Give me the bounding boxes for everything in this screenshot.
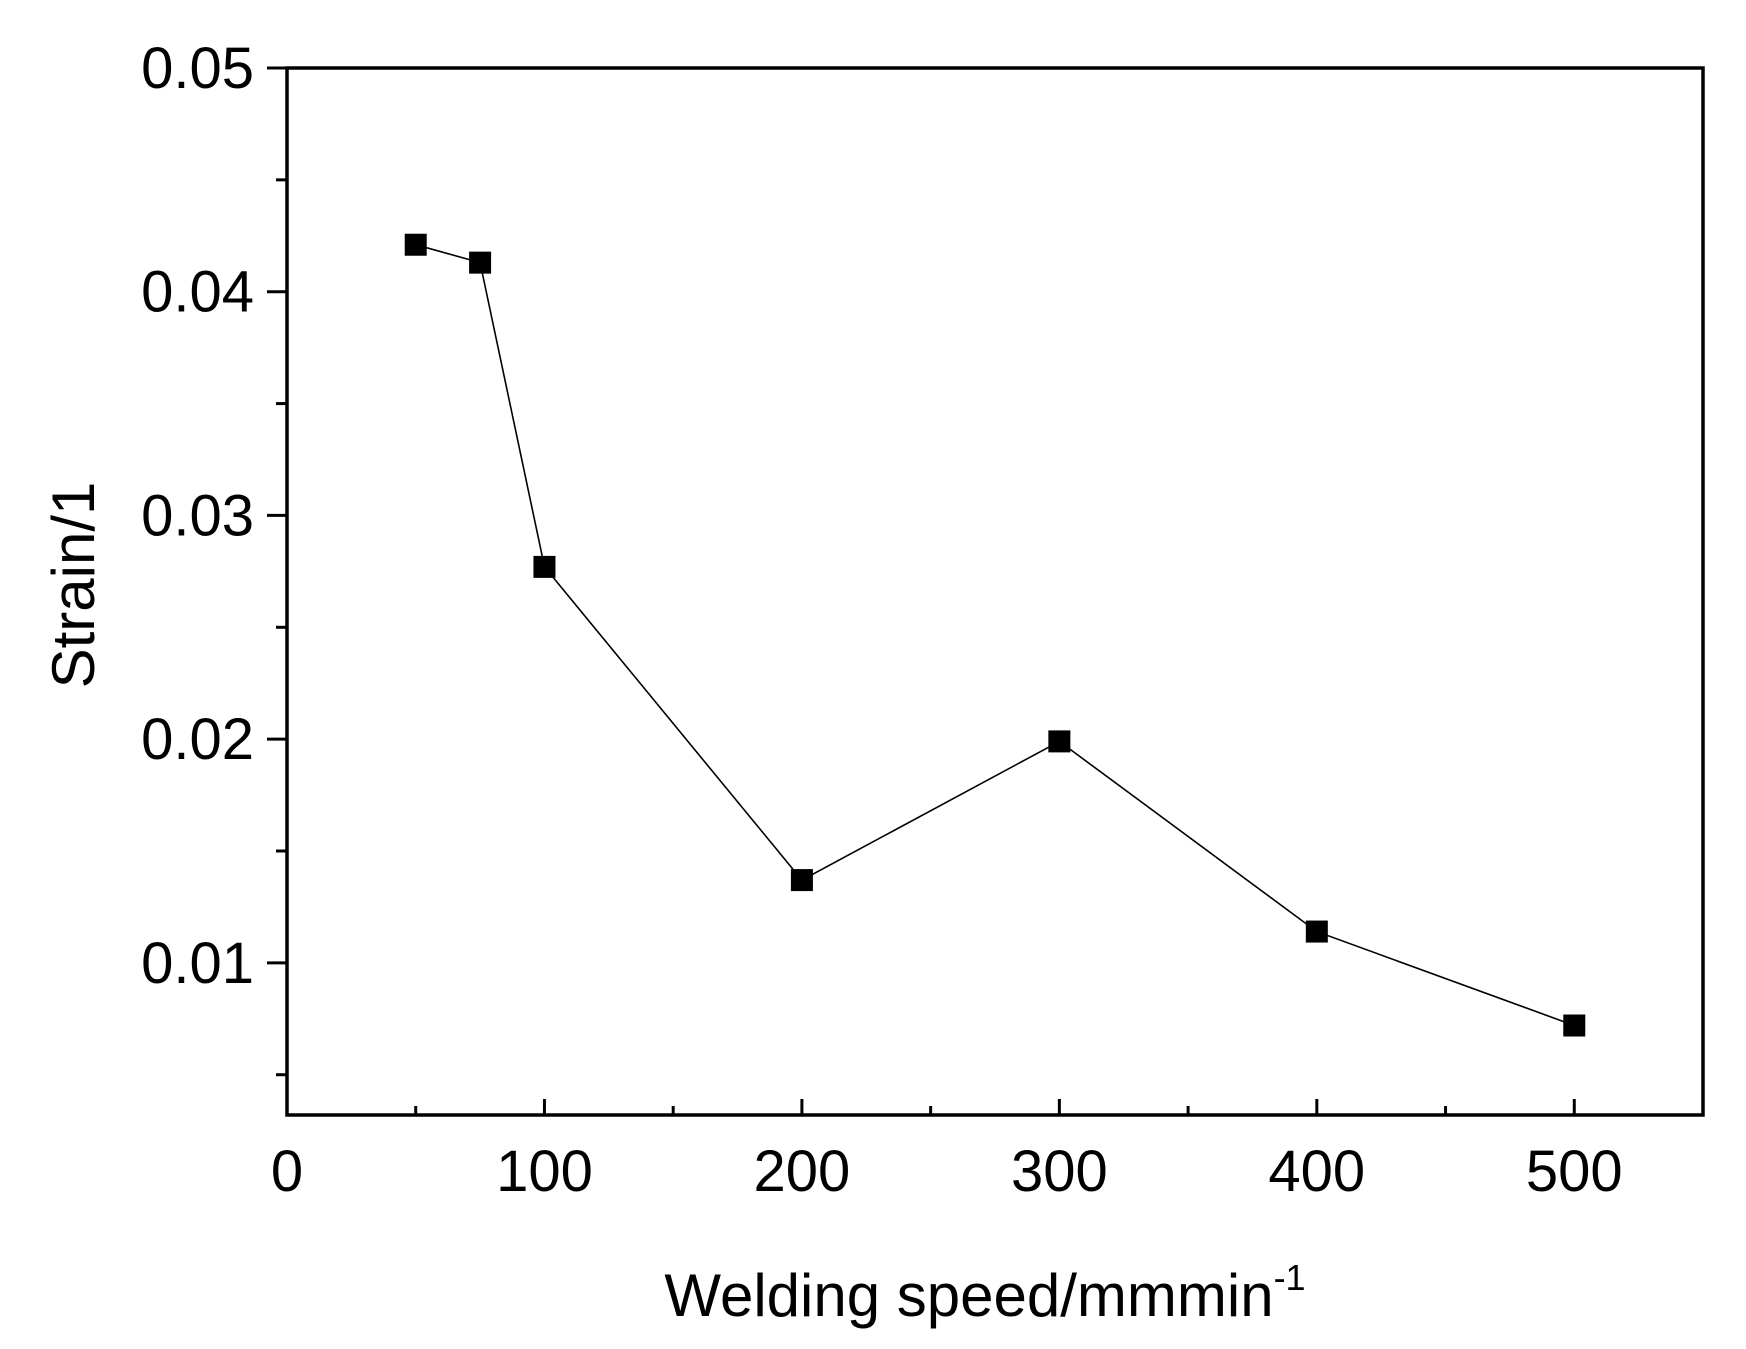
data-point-marker (1048, 730, 1071, 753)
data-point-marker (1563, 1014, 1586, 1037)
plot-border (285, 66, 1705, 1117)
x-axis-tick-labels: 0 100 200 300 400 500 (271, 1139, 1623, 1204)
x-tick-label: 500 (1526, 1139, 1623, 1204)
data-point-marker (533, 555, 556, 578)
x-tick-label: 100 (496, 1139, 593, 1204)
data-point-marker (404, 233, 427, 256)
y-tick-label: 0.05 (141, 36, 254, 101)
data-point-marker (469, 251, 492, 274)
y-tick-label: 0.01 (141, 931, 254, 996)
y-tick-label: 0.02 (141, 707, 254, 772)
x-axis-ticks (285, 1099, 1576, 1115)
y-tick-label: 0.03 (141, 483, 254, 548)
y-axis-title: Strain/1 (40, 482, 107, 689)
x-tick-label: 200 (754, 1139, 851, 1204)
x-axis-title: Welding speed/mmmin-1 (664, 1257, 1305, 1329)
x-tick-label: 300 (1011, 1139, 1108, 1204)
data-point-marker (1305, 920, 1328, 943)
y-axis-tick-labels: 0.01 0.02 0.03 0.04 0.05 (141, 36, 254, 996)
data-point-marker (790, 869, 813, 892)
plot-frame (285, 66, 1705, 1117)
y-tick-label: 0.04 (141, 260, 254, 325)
x-tick-label: 0 (271, 1139, 303, 1204)
x-tick-label: 400 (1268, 1139, 1365, 1204)
data-series (404, 233, 1586, 1037)
series-line (415, 243, 1575, 1027)
y-axis-ticks (267, 66, 287, 1077)
